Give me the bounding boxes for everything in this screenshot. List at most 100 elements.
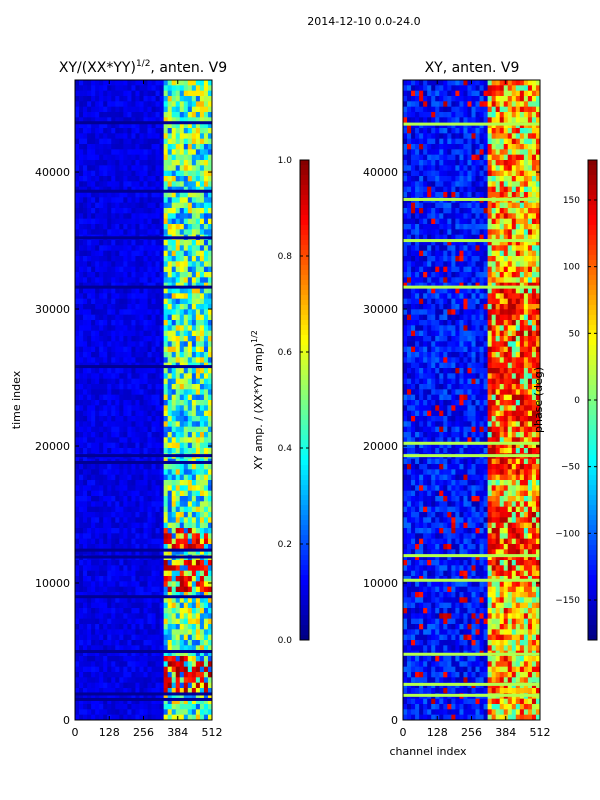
heatmap-cell [159, 186, 165, 193]
heatmap-cell [115, 208, 120, 214]
left-colorbar-label-main: XY amp. / (XX*YY amp) [252, 343, 265, 470]
heatmap-cell [95, 677, 100, 684]
heatmap-cell [135, 490, 140, 497]
heatmap-cell [183, 165, 189, 172]
heatmap-cell [123, 309, 128, 316]
heatmap-cell [119, 192, 124, 198]
heatmap-cell [175, 490, 181, 497]
heatmap-cell [151, 464, 156, 470]
heatmap-cell [203, 325, 209, 332]
heatmap-cell [143, 576, 148, 582]
heatmap-cell [139, 480, 144, 486]
heatmap-cell [183, 96, 189, 102]
heatmap-cell [135, 288, 140, 294]
heatmap-cell [127, 586, 132, 593]
heatmap-cell [127, 448, 132, 454]
heatmap-cell [187, 597, 193, 604]
heatmap-cell [139, 160, 144, 166]
heatmap-cell [203, 394, 209, 401]
heatmap-cell [447, 128, 452, 134]
heatmap-cell [87, 608, 92, 614]
heatmap-cell [155, 368, 161, 374]
heatmap-cell [203, 474, 209, 481]
heatmap-cell [107, 325, 112, 332]
heatmap-cell [111, 293, 116, 300]
heatmap-cell [199, 442, 205, 449]
heatmap-cell [143, 181, 148, 188]
heatmap-cell [99, 506, 104, 513]
heatmap-cell [163, 709, 169, 716]
heatmap-cell [91, 117, 96, 124]
heatmap-cell [467, 186, 472, 193]
heatmap-cell [171, 501, 177, 508]
heatmap-cell [499, 165, 505, 172]
heatmap-cell [467, 133, 472, 140]
heatmap-cell [187, 544, 193, 550]
heatmap-cell [171, 672, 177, 678]
heatmap-cell [139, 629, 144, 636]
heatmap-cell [155, 128, 161, 134]
heatmap-cell [183, 90, 189, 97]
heatmap-cell [107, 634, 112, 641]
heatmap-cell [79, 389, 84, 396]
heatmap-cell [91, 394, 96, 401]
heatmap-cell [127, 85, 132, 92]
heatmap-cell [119, 549, 124, 556]
heatmap-cell [187, 352, 193, 358]
heatmap-cell [171, 352, 177, 358]
heatmap-cell [83, 282, 88, 289]
heatmap-cell [175, 400, 181, 406]
heatmap-cell [111, 208, 116, 214]
heatmap-cell [167, 229, 173, 236]
colorbar-segment [300, 490, 309, 496]
heatmap-cell [167, 416, 173, 422]
heatmap-cell [151, 250, 156, 257]
heatmap-cell [147, 288, 152, 294]
heatmap-cell [155, 213, 161, 220]
heatmap-cell [435, 101, 440, 108]
heatmap-cell [75, 384, 80, 390]
heatmap-cell [119, 117, 124, 124]
heatmap-cell [187, 496, 193, 502]
heatmap-cell [187, 469, 193, 476]
heatmap-cell [83, 144, 88, 150]
heatmap-cell [123, 85, 128, 92]
heatmap-cell [479, 101, 484, 108]
heatmap-cell [159, 634, 165, 641]
heatmap-cell [187, 560, 193, 566]
heatmap-cell [139, 112, 144, 118]
heatmap-cell [103, 538, 108, 545]
heatmap-cell [155, 154, 161, 161]
heatmap-cell [183, 501, 189, 508]
heatmap-cell [511, 154, 517, 161]
heatmap-cell [139, 501, 144, 508]
heatmap-cell [75, 544, 80, 550]
heatmap-cell [151, 304, 156, 310]
heatmap-cell [131, 490, 136, 497]
heatmap-cell [431, 186, 436, 193]
heatmap-cell [415, 181, 420, 188]
heatmap-cell [439, 144, 444, 150]
heatmap-cell [95, 160, 100, 166]
heatmap-cell [155, 373, 161, 380]
heatmap-cell [95, 410, 100, 417]
heatmap-cell [111, 682, 116, 689]
heatmap-cell [183, 522, 189, 529]
heatmap-cell [171, 613, 177, 620]
heatmap-cell [139, 266, 144, 273]
heatmap-cell [111, 400, 116, 406]
heatmap-cell [75, 650, 80, 657]
heatmap-cell [123, 144, 128, 150]
heatmap-cell [515, 133, 521, 140]
heatmap-cell [447, 106, 452, 113]
heatmap-cell [155, 506, 161, 513]
heatmap-cell [159, 240, 165, 246]
heatmap-cell [159, 245, 165, 252]
heatmap-cell [427, 96, 432, 102]
heatmap-cell [123, 154, 128, 161]
heatmap-cell [103, 213, 108, 220]
heatmap-cell [167, 341, 173, 348]
heatmap-cell [115, 496, 120, 502]
heatmap-cell [131, 314, 136, 321]
heatmap-cell [107, 608, 112, 614]
